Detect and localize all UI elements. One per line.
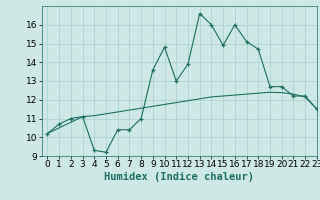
X-axis label: Humidex (Indice chaleur): Humidex (Indice chaleur)	[104, 172, 254, 182]
